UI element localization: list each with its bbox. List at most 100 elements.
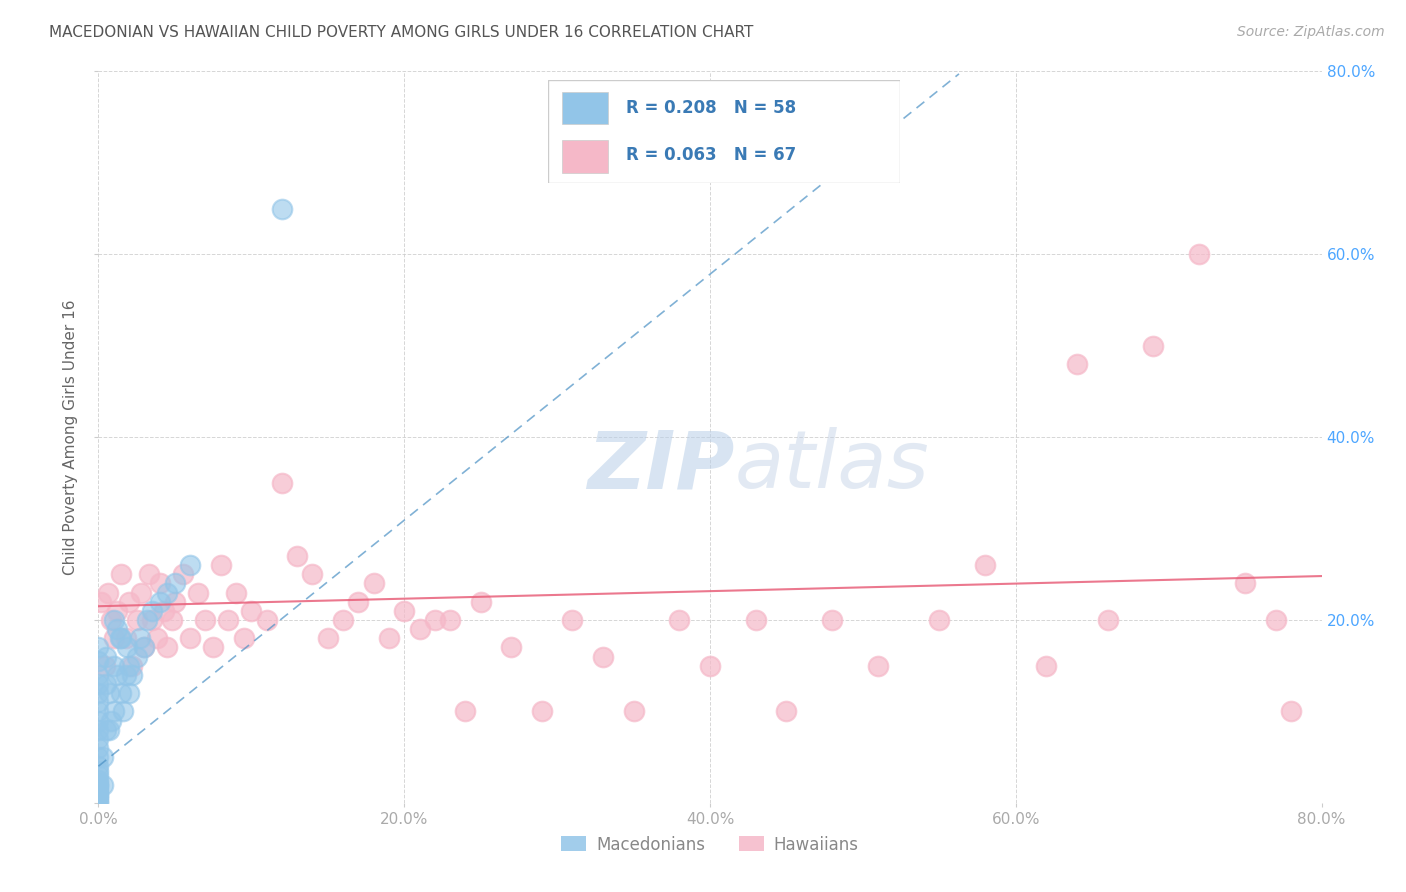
Point bbox=[187, 585, 209, 599]
Point bbox=[87, 731, 110, 746]
Point bbox=[90, 594, 112, 608]
Point bbox=[134, 640, 156, 655]
Point bbox=[1264, 613, 1286, 627]
Point bbox=[98, 723, 121, 737]
Point bbox=[87, 740, 110, 755]
Point bbox=[454, 705, 477, 719]
Point bbox=[110, 632, 132, 646]
Point bbox=[821, 613, 844, 627]
Point bbox=[115, 667, 138, 681]
Point bbox=[145, 632, 167, 646]
Point bbox=[202, 640, 225, 655]
Point bbox=[225, 585, 247, 599]
Point bbox=[87, 723, 110, 737]
Point bbox=[974, 558, 997, 573]
Point bbox=[285, 549, 308, 563]
Point bbox=[87, 796, 110, 810]
Point bbox=[125, 613, 148, 627]
Point bbox=[91, 778, 114, 792]
Point bbox=[141, 613, 163, 627]
Text: R = 0.063   N = 67: R = 0.063 N = 67 bbox=[626, 146, 796, 164]
Point bbox=[439, 613, 461, 627]
Point bbox=[530, 705, 553, 719]
Point bbox=[423, 613, 446, 627]
Point bbox=[87, 677, 110, 691]
Point bbox=[128, 632, 150, 646]
Point bbox=[592, 649, 614, 664]
Point bbox=[98, 686, 121, 700]
Point bbox=[868, 658, 890, 673]
Point bbox=[87, 789, 110, 804]
Point bbox=[745, 613, 768, 627]
Point bbox=[117, 640, 139, 655]
Point bbox=[87, 750, 110, 764]
Point bbox=[93, 658, 115, 673]
Point bbox=[163, 594, 186, 608]
Bar bbox=[562, 140, 609, 173]
Point bbox=[240, 604, 263, 618]
Point bbox=[1142, 338, 1164, 352]
Point bbox=[136, 613, 159, 627]
Point bbox=[217, 613, 239, 627]
Point bbox=[115, 632, 138, 646]
Point bbox=[301, 567, 323, 582]
Point bbox=[105, 622, 128, 636]
Point bbox=[111, 705, 134, 719]
Text: R = 0.208   N = 58: R = 0.208 N = 58 bbox=[626, 99, 796, 117]
Point bbox=[87, 778, 110, 792]
Point bbox=[121, 658, 143, 673]
Point bbox=[87, 794, 110, 808]
Point bbox=[87, 686, 110, 700]
Y-axis label: Child Poverty Among Girls Under 16: Child Poverty Among Girls Under 16 bbox=[63, 300, 79, 574]
Point bbox=[775, 705, 797, 719]
Point bbox=[194, 613, 217, 627]
Point bbox=[270, 202, 292, 216]
Point bbox=[118, 658, 141, 673]
Point bbox=[87, 785, 110, 799]
Point bbox=[87, 764, 110, 778]
Point bbox=[501, 640, 523, 655]
Point bbox=[103, 613, 125, 627]
Legend: Macedonians, Hawaiians: Macedonians, Hawaiians bbox=[555, 829, 865, 860]
Point bbox=[87, 780, 110, 794]
Point bbox=[97, 585, 120, 599]
Point bbox=[108, 632, 131, 646]
Point bbox=[256, 613, 278, 627]
Bar bbox=[562, 92, 609, 124]
Point bbox=[105, 667, 128, 681]
Point bbox=[363, 576, 385, 591]
Point bbox=[470, 594, 492, 608]
Point bbox=[1279, 705, 1302, 719]
Point bbox=[160, 613, 183, 627]
Point bbox=[94, 723, 117, 737]
Point bbox=[928, 613, 950, 627]
Point bbox=[125, 649, 148, 664]
Text: atlas: atlas bbox=[734, 427, 929, 506]
Point bbox=[699, 658, 721, 673]
Point bbox=[87, 782, 110, 797]
Point bbox=[87, 791, 110, 805]
Point bbox=[332, 613, 354, 627]
Point bbox=[91, 750, 114, 764]
Point bbox=[103, 632, 125, 646]
Point bbox=[103, 658, 125, 673]
Point bbox=[87, 787, 110, 801]
Text: Source: ZipAtlas.com: Source: ZipAtlas.com bbox=[1237, 25, 1385, 39]
Text: ZIP: ZIP bbox=[588, 427, 734, 506]
Point bbox=[1234, 576, 1257, 591]
Point bbox=[87, 772, 110, 787]
Point bbox=[408, 622, 430, 636]
Point bbox=[100, 714, 122, 728]
Point bbox=[87, 759, 110, 773]
Point bbox=[129, 585, 152, 599]
Point bbox=[378, 632, 401, 646]
Point bbox=[105, 604, 128, 618]
Point bbox=[121, 667, 143, 681]
Point bbox=[179, 558, 201, 573]
Point bbox=[134, 640, 156, 655]
Point bbox=[1188, 247, 1211, 261]
Point bbox=[87, 695, 110, 709]
Point bbox=[138, 567, 160, 582]
Point bbox=[94, 677, 117, 691]
Point bbox=[232, 632, 254, 646]
